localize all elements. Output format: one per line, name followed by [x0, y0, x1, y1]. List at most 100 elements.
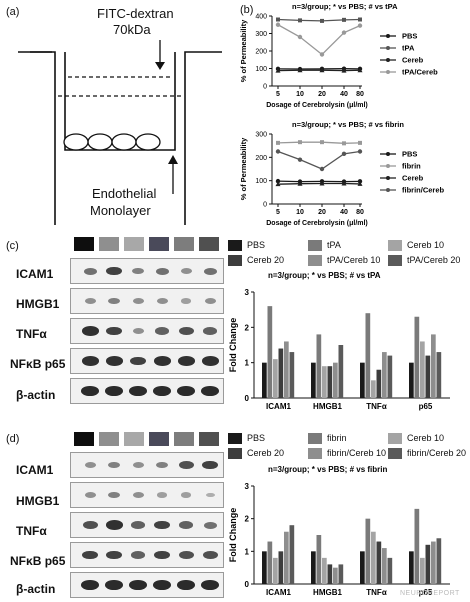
blot-band [130, 356, 146, 366]
permeability-chart-tpa: n=3/group; * vs PBS; # vs tPA 0 100 200 300 4… [239, 2, 438, 109]
blot-band [204, 298, 216, 304]
data-point [275, 22, 281, 27]
blot-band [105, 520, 123, 530]
data-point [275, 149, 281, 154]
data-point [320, 18, 324, 23]
legend-marker [386, 34, 390, 38]
lane-swatch [124, 432, 144, 446]
legend-label: fibrin/Cereb 20 [407, 448, 467, 458]
bar [365, 518, 371, 584]
blot-strip [70, 482, 224, 508]
blot-label-tnfa-d: TNFα [16, 524, 47, 538]
blot-band [201, 580, 219, 590]
bar [311, 551, 316, 584]
data-point [341, 68, 347, 73]
bar [289, 352, 295, 398]
bar [327, 564, 333, 584]
x-axis-label: Dosage of Cerebrolysin (μl/ml) [266, 102, 368, 109]
legend-swatch [308, 255, 322, 266]
blot-band [132, 462, 144, 468]
blot-band [105, 356, 123, 366]
fold-change-chart-d: n=3/group; * vs PBS; # vs fibrin 0 1 2 3 Fold… [228, 465, 450, 597]
bar [322, 557, 327, 584]
bar [338, 345, 344, 398]
blot-band [83, 267, 97, 275]
blot-label-icam1-c: ICAM1 [16, 267, 54, 281]
legend-swatch [308, 433, 322, 444]
western-blot-c [70, 258, 225, 408]
blot-band [132, 267, 144, 275]
lane-swatch [74, 237, 94, 251]
bar [371, 380, 376, 398]
blot-strip [70, 288, 224, 314]
lane-swatch [199, 432, 219, 446]
blot-band [180, 268, 192, 274]
bar [425, 544, 431, 584]
legend-label: tPA [402, 44, 415, 53]
panel-c-label: (c) [6, 240, 19, 252]
blot-band [156, 298, 168, 304]
bar [333, 567, 338, 584]
data-point [341, 151, 347, 157]
y-tick-label: 3 [245, 482, 250, 491]
blot-band [84, 492, 96, 498]
tracer-label-line2: 70kDa [113, 22, 151, 37]
data-point [276, 17, 280, 22]
data-point [357, 67, 363, 73]
blot-band [154, 550, 170, 560]
panel-b-label: (b) [240, 4, 254, 16]
legend-label: fibrin [402, 162, 421, 171]
data-point [297, 67, 303, 73]
series-line-1 [277, 141, 361, 144]
lane-swatch [74, 432, 94, 446]
blot-band [131, 551, 145, 559]
cells-label-line1: Endothelial [92, 186, 157, 201]
data-point [341, 180, 347, 186]
y-tick-label: 2 [245, 323, 250, 332]
fold-change-chart-c: n=3/group; * vs PBS; # vs tPA 0 1 2 3 Fold Ch… [228, 271, 450, 411]
y-axis-label: Fold Change [228, 318, 238, 373]
chart-title: n=3/group; * vs PBS; # vs tPA [292, 2, 398, 11]
blot-band [177, 580, 195, 590]
data-point [358, 140, 362, 145]
bar [289, 525, 295, 584]
legend-swatch [228, 240, 242, 251]
blot-band [153, 356, 171, 366]
blot-strip [70, 258, 224, 284]
blot-band [181, 492, 191, 498]
blot-band [154, 520, 170, 530]
legend-label: Cereb 10 [407, 433, 445, 443]
blot-band [106, 266, 122, 276]
blot-label-actin-d: β-actin [16, 582, 56, 596]
blot-band [177, 356, 195, 366]
data-point [357, 179, 363, 184]
legend-marker [386, 58, 390, 62]
blot-band [105, 580, 123, 590]
legend-d: PBS fibrin Cereb 10 Cereb 20 fibrin/Cereb 10… [228, 431, 470, 461]
lane-swatch [174, 432, 194, 446]
bar [311, 362, 316, 398]
blot-band [202, 460, 218, 470]
legend-label: Cereb 20 [247, 448, 285, 458]
y-tick-label: 1 [245, 359, 250, 368]
panel-a-label: (a) [6, 6, 20, 18]
bar [414, 508, 420, 584]
category-label: p65 [419, 588, 433, 597]
blot-label-nfkb-d: NFκB p65 [10, 554, 66, 568]
blot-label-nfkb-c: NFκB p65 [10, 357, 66, 371]
series-line-3 [277, 24, 361, 56]
western-blot-d [70, 452, 225, 602]
blot-strip [70, 452, 224, 478]
bar [267, 306, 273, 398]
bar [371, 531, 376, 584]
bar [360, 551, 365, 584]
x-axis-label: Dosage of Cerebrolysin (μl/ml) [266, 220, 368, 227]
tracer-label-line1: FITC-dextran [97, 6, 174, 21]
x-tick-label: 80 [356, 209, 364, 216]
data-point [341, 30, 347, 35]
blot-band [132, 328, 144, 334]
legend-label: fibrin/Cereb 10 [327, 448, 387, 458]
lane-swatch [124, 237, 144, 251]
blot-band [155, 327, 169, 335]
legend-label: fibrin/Cereb [402, 186, 445, 195]
